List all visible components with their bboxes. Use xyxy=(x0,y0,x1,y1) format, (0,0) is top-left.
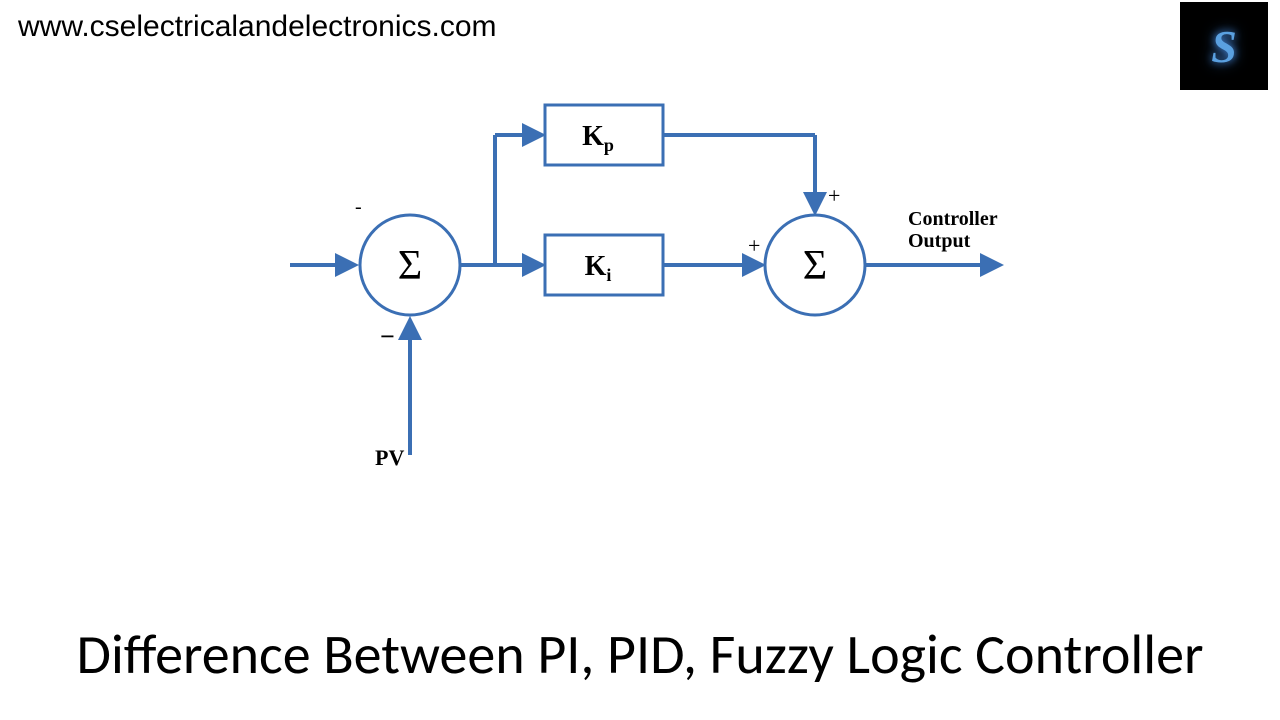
svg-text:+: + xyxy=(748,233,760,258)
svg-text:+: + xyxy=(828,183,840,208)
svg-text:Output: Output xyxy=(908,230,971,252)
logo-letter: S xyxy=(1211,20,1237,73)
svg-text:-: - xyxy=(355,196,362,218)
url-text: www.cselectricalandelectronics.com xyxy=(18,10,497,44)
block-diagram: ΣΣKpKi-−PV++ControllerOutput xyxy=(280,95,1040,475)
svg-text:Σ: Σ xyxy=(803,243,827,289)
svg-text:PV: PV xyxy=(375,445,404,470)
diagram-svg: ΣΣKpKi-−PV++ControllerOutput xyxy=(280,95,1040,475)
svg-text:Σ: Σ xyxy=(398,243,422,289)
page-root: www.cselectricalandelectronics.com S ΣΣK… xyxy=(0,0,1280,720)
svg-text:Controller: Controller xyxy=(908,208,998,230)
logo-box: S xyxy=(1180,2,1268,90)
page-title: Difference Between PI, PID, Fuzzy Logic … xyxy=(0,620,1280,690)
svg-text:−: − xyxy=(380,322,395,351)
